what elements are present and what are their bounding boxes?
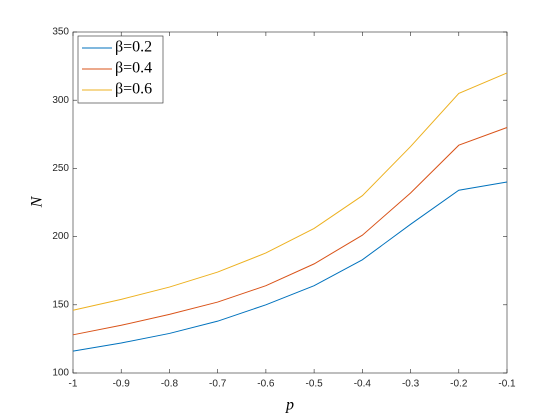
x-tick-label: -0.5 — [305, 379, 323, 390]
x-tick-label: -0.2 — [450, 379, 468, 390]
x-tick-label: -0.4 — [354, 379, 372, 390]
x-tick-label: -0.6 — [257, 379, 275, 390]
x-tick-label: -0.7 — [209, 379, 227, 390]
legend-label: β=0.4 — [115, 60, 152, 77]
legend-label: β=0.2 — [115, 39, 152, 56]
x-tick-label: -0.3 — [402, 379, 420, 390]
y-tick-label: 350 — [52, 27, 69, 38]
y-tick-label: 300 — [52, 95, 69, 106]
x-tick-label: -0.8 — [161, 379, 179, 390]
y-tick-label: 200 — [52, 231, 69, 242]
x-tick-label: -0.1 — [498, 379, 516, 390]
y-tick-label: 100 — [52, 368, 69, 379]
series-line — [72, 72, 508, 311]
y-axis-label: N — [29, 195, 46, 208]
x-tick-label: -1 — [69, 379, 78, 390]
legend-label: β=0.6 — [115, 81, 152, 98]
y-tick-label: 250 — [52, 163, 69, 174]
series-line — [72, 181, 508, 352]
series-line — [72, 127, 508, 336]
x-tick-label: -0.9 — [113, 379, 131, 390]
x-axis-label: p — [285, 397, 294, 414]
y-tick-label: 150 — [52, 299, 69, 310]
